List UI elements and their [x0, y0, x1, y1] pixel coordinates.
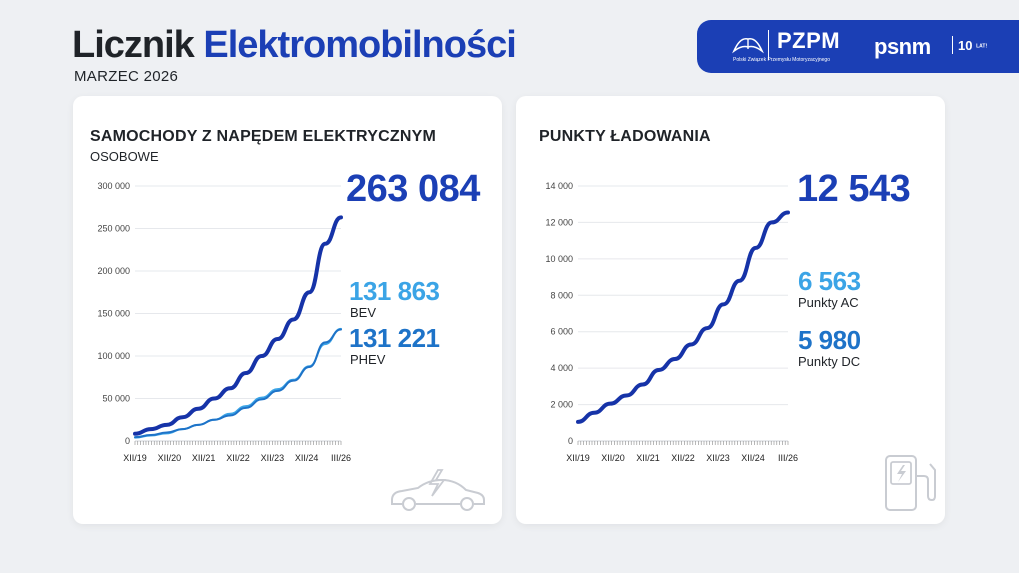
pzpm-subtitle: Polski Związek Przemysłu Motoryzacyjnego [733, 57, 830, 63]
phev-value: 131 221 [349, 323, 440, 353]
cars-card [73, 96, 502, 524]
y-tick-label: 2 000 [550, 400, 573, 410]
charging-card-title: PUNKTY ŁADOWANIA [539, 128, 711, 145]
psnm-anniversary: 10 LAT! [958, 38, 987, 53]
x-tick-label: XII/24 [295, 453, 319, 463]
x-tick-label: XII/22 [671, 453, 695, 463]
page-title: Licznik Elektromobilności [72, 22, 517, 68]
y-tick-label: 8 000 [550, 290, 573, 300]
y-tick-label: 100 000 [97, 351, 130, 361]
logo-divider-2 [952, 36, 953, 54]
dc-label: Punkty DC [798, 354, 861, 369]
psnm-years: 10 [958, 38, 973, 53]
x-tick-label: XII/19 [123, 453, 147, 463]
pzpm-logo: PZPM [777, 28, 841, 53]
y-tick-label: 12 000 [545, 217, 573, 227]
x-tick-label: XII/24 [741, 453, 765, 463]
pzpm-eagle-icon [732, 37, 764, 54]
x-tick-label: XII/23 [706, 453, 730, 463]
y-tick-label: 200 000 [97, 266, 130, 276]
ac-value: 6 563 [798, 266, 861, 296]
x-tick-label: III/26 [331, 453, 351, 463]
charging-card [516, 96, 945, 524]
y-tick-label: 4 000 [550, 363, 573, 373]
charging-total: 12 543 [797, 168, 911, 210]
title-part-2: Elektromobilności [203, 24, 516, 66]
psnm-years-suffix: LAT! [976, 43, 988, 50]
bev-label: BEV [350, 305, 377, 320]
cars-card-title: SAMOCHODY Z NAPĘDEM ELEKTRYCZNYM [90, 128, 436, 145]
x-tick-label: XII/21 [636, 453, 660, 463]
series-line-0 [576, 210, 790, 424]
y-tick-label: 0 [568, 436, 573, 446]
y-tick-label: 50 000 [102, 394, 130, 404]
series-line-0 [133, 215, 343, 436]
y-tick-label: 6 000 [550, 327, 573, 337]
x-tick-label: XII/22 [226, 453, 250, 463]
x-tick-label: XII/21 [192, 453, 216, 463]
bev-value: 131 863 [349, 276, 440, 306]
y-tick-label: 0 [125, 436, 130, 446]
dc-value: 5 980 [798, 325, 861, 355]
x-tick-label: III/26 [778, 453, 798, 463]
y-tick-label: 150 000 [97, 309, 130, 319]
ac-label: Punkty AC [798, 295, 859, 310]
cars-chart: 0 50 000 100 000 150 000 200 000 250 000 300 0… [97, 181, 351, 463]
x-tick-label: XII/20 [158, 453, 182, 463]
cars-total: 263 084 [346, 168, 480, 210]
title-part-1: Licznik [72, 24, 195, 66]
x-tick-label: XII/20 [601, 453, 625, 463]
y-tick-label: 250 000 [97, 224, 130, 234]
cars-card-subtitle: OSOBOWE [90, 149, 159, 164]
psnm-logo: psnm [874, 34, 931, 59]
series-line-2 [134, 328, 342, 439]
charging-station-icon [885, 455, 936, 511]
y-tick-label: 14 000 [545, 181, 573, 191]
y-tick-label: 300 000 [97, 181, 130, 191]
x-tick-label: XII/23 [261, 453, 285, 463]
report-date: MARZEC 2026 [74, 68, 179, 85]
charging-chart: 0 2 000 4 000 6 000 8 000 10 000 12 000 14 000 X… [545, 181, 798, 463]
electric-car-icon [391, 469, 485, 511]
y-tick-label: 10 000 [545, 254, 573, 264]
logo-divider [768, 30, 769, 60]
phev-label: PHEV [350, 352, 386, 367]
x-tick-label: XII/19 [566, 453, 590, 463]
